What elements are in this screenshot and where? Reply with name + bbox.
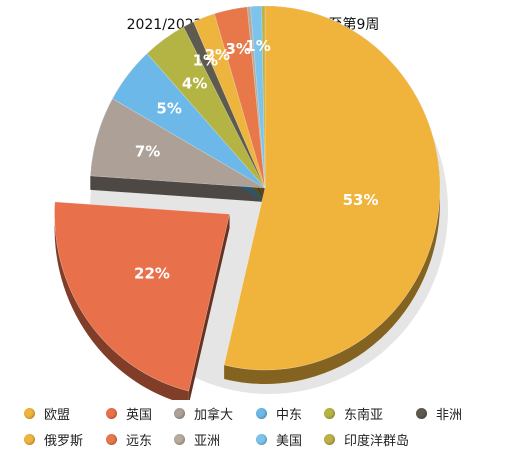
legend-label: 非洲 xyxy=(436,407,463,423)
legend-label: 亚洲 xyxy=(194,433,221,449)
legend-item: 美国 xyxy=(256,429,324,449)
slice-中东 xyxy=(112,53,266,189)
legend-swatch xyxy=(106,433,117,445)
slice-label-欧盟: 53% xyxy=(343,191,379,209)
legend-swatch xyxy=(256,407,267,419)
legend-item: 欧盟 xyxy=(24,403,106,423)
slice-欧盟 xyxy=(223,5,441,371)
legend-label: 俄罗斯 xyxy=(44,433,84,449)
slice-俄罗斯 xyxy=(193,13,266,189)
legend-swatch xyxy=(416,407,427,419)
legend-label: 中东 xyxy=(276,407,303,423)
legend-swatch xyxy=(256,433,267,445)
legend-item: 加拿大 xyxy=(174,403,256,423)
legend-label: 美国 xyxy=(276,433,303,449)
slice-label-英国: 22% xyxy=(134,264,170,282)
legend-item: 非洲 xyxy=(416,403,486,423)
legend-item: 远东 xyxy=(106,429,174,449)
slice-亚洲 xyxy=(246,6,266,189)
legend-item: 东南亚 xyxy=(324,403,416,423)
slice-label-东南亚: 4% xyxy=(182,75,207,93)
legend-swatch xyxy=(24,433,35,445)
legend-swatch xyxy=(324,407,335,419)
legend-label: 印度洋群岛 xyxy=(344,433,410,449)
pie-chart: 2021/2022各市场出口份额 - 截至第9周 53%22%7%5%4%1%2… xyxy=(54,5,448,400)
legend-item: 亚洲 xyxy=(174,429,256,449)
slice-东南亚 xyxy=(146,26,266,189)
legend-label: 欧盟 xyxy=(44,407,71,423)
legend-label: 加拿大 xyxy=(194,407,234,423)
chart-legend: 欧盟 英国 加拿大 中东 东南亚 非洲俄罗斯 远东 亚洲 美国 印度洋群岛 xyxy=(24,403,494,449)
slice-加拿大 xyxy=(90,98,266,189)
slice-label-远东: 3% xyxy=(225,40,250,58)
legend-swatch xyxy=(174,407,185,419)
slice-label-中东: 5% xyxy=(156,100,181,118)
slice-label-非洲: 1% xyxy=(193,51,218,69)
slice-labels: 53%22%7%5%4%1%2%3%1% xyxy=(134,37,378,282)
slice-cut-1 xyxy=(188,214,230,400)
slice-英国 xyxy=(54,201,230,392)
slice-label-俄罗斯: 2% xyxy=(205,46,230,64)
legend-swatch xyxy=(174,433,185,445)
slice-label-美国: 1% xyxy=(245,37,270,55)
legend-item: 俄罗斯 xyxy=(24,429,106,449)
slice-印度洋群岛 xyxy=(261,5,266,189)
legend-swatch xyxy=(24,407,35,419)
legend-swatch xyxy=(324,433,335,445)
legend-item: 印度洋群岛 xyxy=(324,429,416,449)
pie-slices xyxy=(54,5,448,400)
slice-美国 xyxy=(250,5,266,189)
slice-远东 xyxy=(214,6,266,189)
legend-label: 远东 xyxy=(126,433,153,449)
legend-item: 中东 xyxy=(256,403,324,423)
slice-cut-2 xyxy=(90,175,265,202)
slice-side-1 xyxy=(54,201,189,400)
slice-非洲 xyxy=(183,21,266,189)
legend-label: 英国 xyxy=(126,407,153,423)
legend-swatch xyxy=(106,407,117,419)
legend-label: 东南亚 xyxy=(344,407,384,423)
slice-label-加拿大: 7% xyxy=(135,143,160,161)
legend-item: 英国 xyxy=(106,403,174,423)
